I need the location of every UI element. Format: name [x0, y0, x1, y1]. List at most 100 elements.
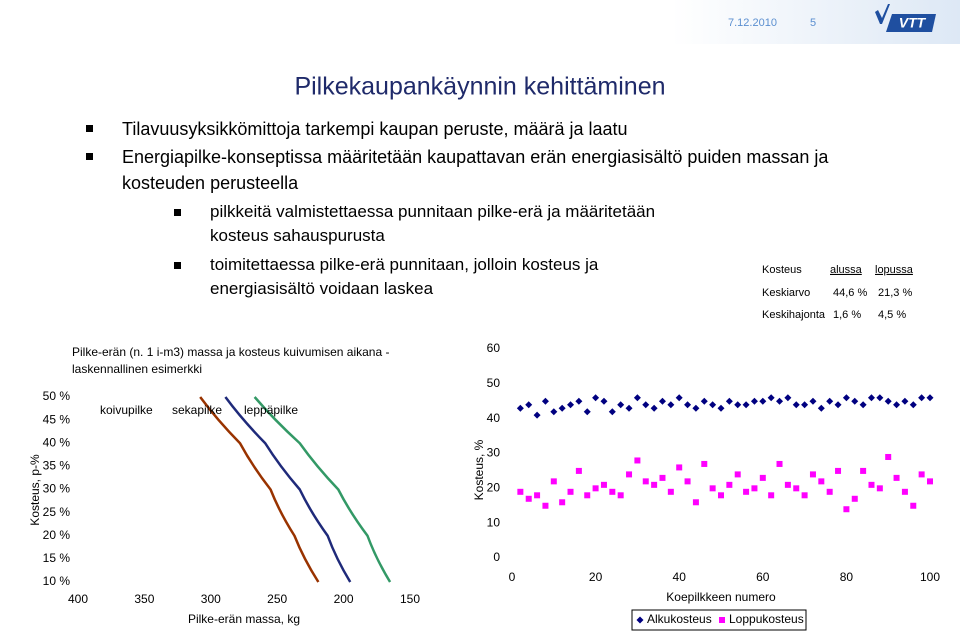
y-axis-label: Kosteus, p-% [28, 454, 42, 526]
y-tick-label: 10 % [43, 574, 71, 588]
data-point [550, 478, 557, 485]
data-point [575, 467, 582, 474]
data-point [826, 488, 833, 495]
data-point [868, 481, 875, 488]
data-point [834, 401, 842, 409]
data-point [784, 394, 792, 402]
data-point [867, 394, 875, 402]
data-point [684, 401, 692, 409]
y-tick-label: 40 [487, 411, 501, 425]
x-tick-label: 250 [267, 592, 287, 606]
table-cell: Keskiarvo [762, 287, 810, 299]
data-point [633, 394, 641, 402]
data-point [842, 394, 850, 402]
data-point [516, 404, 524, 412]
bullet-marker [174, 209, 181, 216]
y-tick-label: 50 % [43, 389, 71, 403]
data-point [918, 471, 925, 478]
y-tick-label: 20 [487, 481, 501, 495]
data-point [876, 394, 884, 402]
data-point [642, 401, 650, 409]
data-point [817, 404, 825, 412]
data-point [667, 401, 675, 409]
svg-text:VTT: VTT [899, 15, 927, 31]
data-point [893, 474, 900, 481]
data-point [768, 492, 775, 499]
data-point [909, 401, 917, 409]
data-point [525, 495, 532, 502]
series-line [224, 396, 352, 583]
data-point [776, 460, 783, 467]
data-point [826, 397, 834, 405]
summary-table: Kosteus alussa lopussa Keskiarvo 44,6 % 21,3 … [762, 264, 914, 321]
data-point [634, 457, 641, 464]
table-cell: 4,5 % [878, 309, 906, 321]
data-point [725, 397, 733, 405]
data-point [692, 404, 700, 412]
y-tick-label: 30 [487, 446, 501, 460]
y-tick-label: 0 [493, 550, 500, 564]
x-tick-label: 0 [509, 570, 516, 584]
data-point [927, 478, 933, 485]
header-band [0, 0, 960, 44]
charts: 10 %15 %20 %25 %30 %35 %40 %45 %50 %400 3… [28, 341, 940, 631]
x-tick-label: 60 [756, 570, 770, 584]
series-line [253, 396, 392, 583]
data-point [759, 397, 767, 405]
data-point [751, 485, 758, 492]
data-point [626, 471, 633, 478]
data-point [567, 488, 574, 495]
data-point [676, 464, 683, 471]
data-point [608, 408, 616, 416]
y-axis-label: Kosteus, % [472, 439, 486, 500]
data-point [617, 401, 625, 409]
data-point [918, 394, 926, 402]
y-tick-label: 50 [487, 376, 501, 390]
x-axis-label: Koepilkkeen numero [666, 590, 776, 604]
data-point [784, 481, 791, 488]
y-tick-label: 25 % [43, 505, 71, 519]
data-point [542, 502, 549, 509]
data-point [910, 502, 917, 509]
data-point [701, 460, 708, 467]
data-point [750, 397, 758, 405]
legend-label: leppäpilke [244, 403, 298, 417]
data-point [860, 467, 867, 474]
bullet-marker [86, 153, 93, 160]
data-point [583, 408, 591, 416]
data-point [667, 488, 674, 495]
data-point [642, 478, 649, 485]
x-tick-label: 20 [589, 570, 603, 584]
legend-label: Alkukosteus [647, 612, 712, 626]
data-point [584, 492, 591, 499]
data-point [793, 485, 800, 492]
y-tick-label: 30 % [43, 482, 71, 496]
data-point [876, 485, 883, 492]
table-header: Kosteus [762, 264, 802, 276]
data-point [851, 397, 859, 405]
data-point [809, 397, 817, 405]
data-point [575, 397, 583, 405]
y-tick-label: 40 % [43, 435, 71, 449]
table-cell: 21,3 % [878, 287, 912, 299]
legend-marker [719, 617, 725, 623]
slide-title: Pilkekaupankäynnin kehittäminen [294, 73, 665, 101]
x-tick-label: 40 [673, 570, 687, 584]
legend-label: Loppukosteus [729, 612, 804, 626]
data-point [534, 492, 541, 499]
page-number: 5 [810, 17, 816, 29]
data-point [818, 478, 825, 485]
bullet-text: toimitettaessa pilke-erä punnitaan, joll… [210, 255, 599, 298]
data-point [533, 411, 541, 419]
data-point [684, 478, 691, 485]
data-point [559, 499, 566, 506]
data-point [726, 481, 733, 488]
legend-label: koivupilke [100, 403, 153, 417]
data-point [885, 453, 892, 460]
data-point [742, 401, 750, 409]
data-point [709, 401, 717, 409]
data-point [650, 404, 658, 412]
data-point [734, 401, 742, 409]
